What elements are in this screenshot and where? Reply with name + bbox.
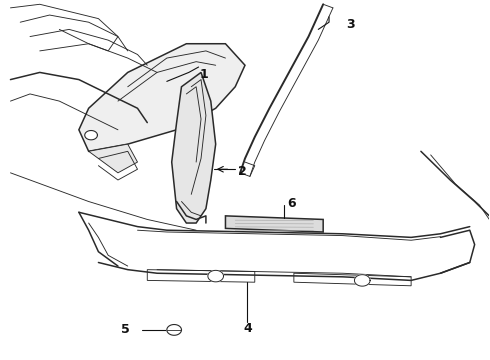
Polygon shape — [85, 131, 98, 140]
Polygon shape — [167, 324, 181, 335]
Text: 5: 5 — [121, 323, 130, 336]
Polygon shape — [172, 72, 216, 223]
Polygon shape — [89, 144, 138, 173]
Polygon shape — [225, 216, 323, 232]
Text: 1: 1 — [199, 68, 208, 81]
Polygon shape — [208, 270, 223, 282]
Polygon shape — [79, 44, 245, 151]
Text: 3: 3 — [346, 18, 354, 31]
Text: 2: 2 — [238, 165, 247, 177]
Polygon shape — [147, 270, 255, 282]
Text: 4: 4 — [243, 322, 252, 335]
Polygon shape — [294, 273, 411, 286]
Text: 6: 6 — [287, 197, 296, 210]
Polygon shape — [354, 275, 370, 286]
